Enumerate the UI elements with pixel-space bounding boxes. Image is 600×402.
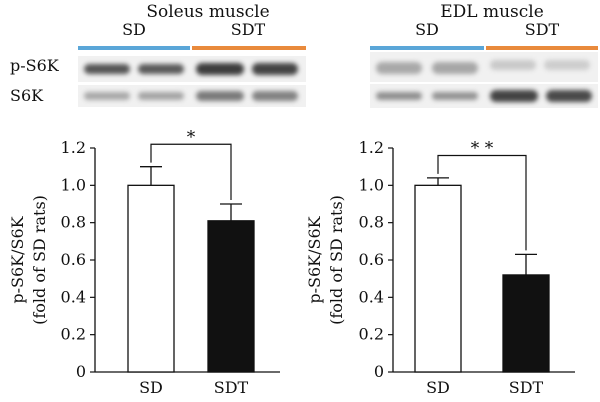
edl-group-sdt-label: SDT xyxy=(524,20,560,39)
edl-blot-strip-s6k xyxy=(370,84,598,108)
edl-blot-strip-p-s6k xyxy=(370,52,598,82)
soleus-group-sdt-label: SDT xyxy=(230,20,266,39)
edl-group-sd-label: SD xyxy=(415,20,439,39)
edl-y-tick-label: 1.2 xyxy=(359,138,384,157)
blot-band xyxy=(544,60,590,70)
edl-blot-title: EDL muscle xyxy=(440,2,544,22)
edl-y-axis-label: p-S6K/S6K xyxy=(305,215,324,303)
edl-bar-sd xyxy=(414,184,462,373)
soleus-y-tick-label: 0.6 xyxy=(61,250,86,269)
blot-band xyxy=(432,92,478,100)
edl-y-tick-label: 0.4 xyxy=(359,287,384,306)
blot-band xyxy=(546,90,592,102)
blot-band xyxy=(196,91,244,101)
edl-y-axis-label: (fold of SD rats) xyxy=(327,195,346,325)
blot-band xyxy=(490,90,538,102)
soleus-bar-sdt xyxy=(207,220,255,373)
soleus-x-tick-label: SD xyxy=(139,378,163,397)
soleus-blot-strip-p-s6k xyxy=(78,56,306,82)
edl-bar-sdt xyxy=(502,274,550,373)
soleus-y-tick-label: 0.8 xyxy=(61,213,86,232)
soleus-sdt-group-line xyxy=(192,46,306,50)
soleus-y-tick-label: 0 xyxy=(76,362,86,381)
edl-x-tick-label: SD xyxy=(426,378,450,397)
soleus-y-tick-label: 0.2 xyxy=(61,325,86,344)
blot-row-label-s6k: S6K xyxy=(10,86,44,105)
soleus-y-tick-label: 1.2 xyxy=(61,138,86,157)
blot-band xyxy=(432,62,478,74)
soleus-blot-strip-s6k xyxy=(78,85,306,107)
blot-band xyxy=(376,62,422,74)
soleus-blot-title: Soleus muscle xyxy=(146,2,270,22)
soleus-y-tick-label: 1.0 xyxy=(61,175,86,194)
soleus-significance-bracket xyxy=(150,143,232,200)
edl-y-tick-label: 0.2 xyxy=(359,325,384,344)
soleus-significance-label: * xyxy=(187,127,196,147)
blot-band xyxy=(252,63,298,75)
edl-x-tick-label: SDT xyxy=(509,378,544,397)
blot-band xyxy=(376,92,422,100)
blot-band xyxy=(138,64,184,74)
blot-band xyxy=(490,60,536,70)
edl-significance-bracket xyxy=(437,154,527,251)
blot-row-label-p-s6k: p-S6K xyxy=(10,56,59,75)
edl-sdt-group-line xyxy=(486,46,598,50)
edl-y-tick-label: 0 xyxy=(374,362,384,381)
soleus-y-axis-label: (fold of SD rats) xyxy=(30,195,49,325)
blot-band xyxy=(84,64,130,74)
edl-y-tick-label: 0.8 xyxy=(359,213,384,232)
soleus-group-sd-label: SD xyxy=(122,20,146,39)
soleus-bar-sd xyxy=(127,184,175,373)
soleus-sd-group-line xyxy=(78,46,190,50)
soleus-y-tick-label: 0.4 xyxy=(61,287,86,306)
edl-y-tick-label: 1.0 xyxy=(359,175,384,194)
edl-significance-label: * * xyxy=(471,138,494,158)
soleus-y-axis-label: p-S6K/S6K xyxy=(8,215,27,303)
blot-band xyxy=(196,63,244,75)
blot-band xyxy=(84,92,130,100)
blot-band xyxy=(138,92,184,100)
edl-y-tick-label: 0.6 xyxy=(359,250,384,269)
edl-sd-group-line xyxy=(370,46,484,50)
soleus-x-tick-label: SDT xyxy=(214,378,249,397)
blot-band xyxy=(252,91,298,101)
